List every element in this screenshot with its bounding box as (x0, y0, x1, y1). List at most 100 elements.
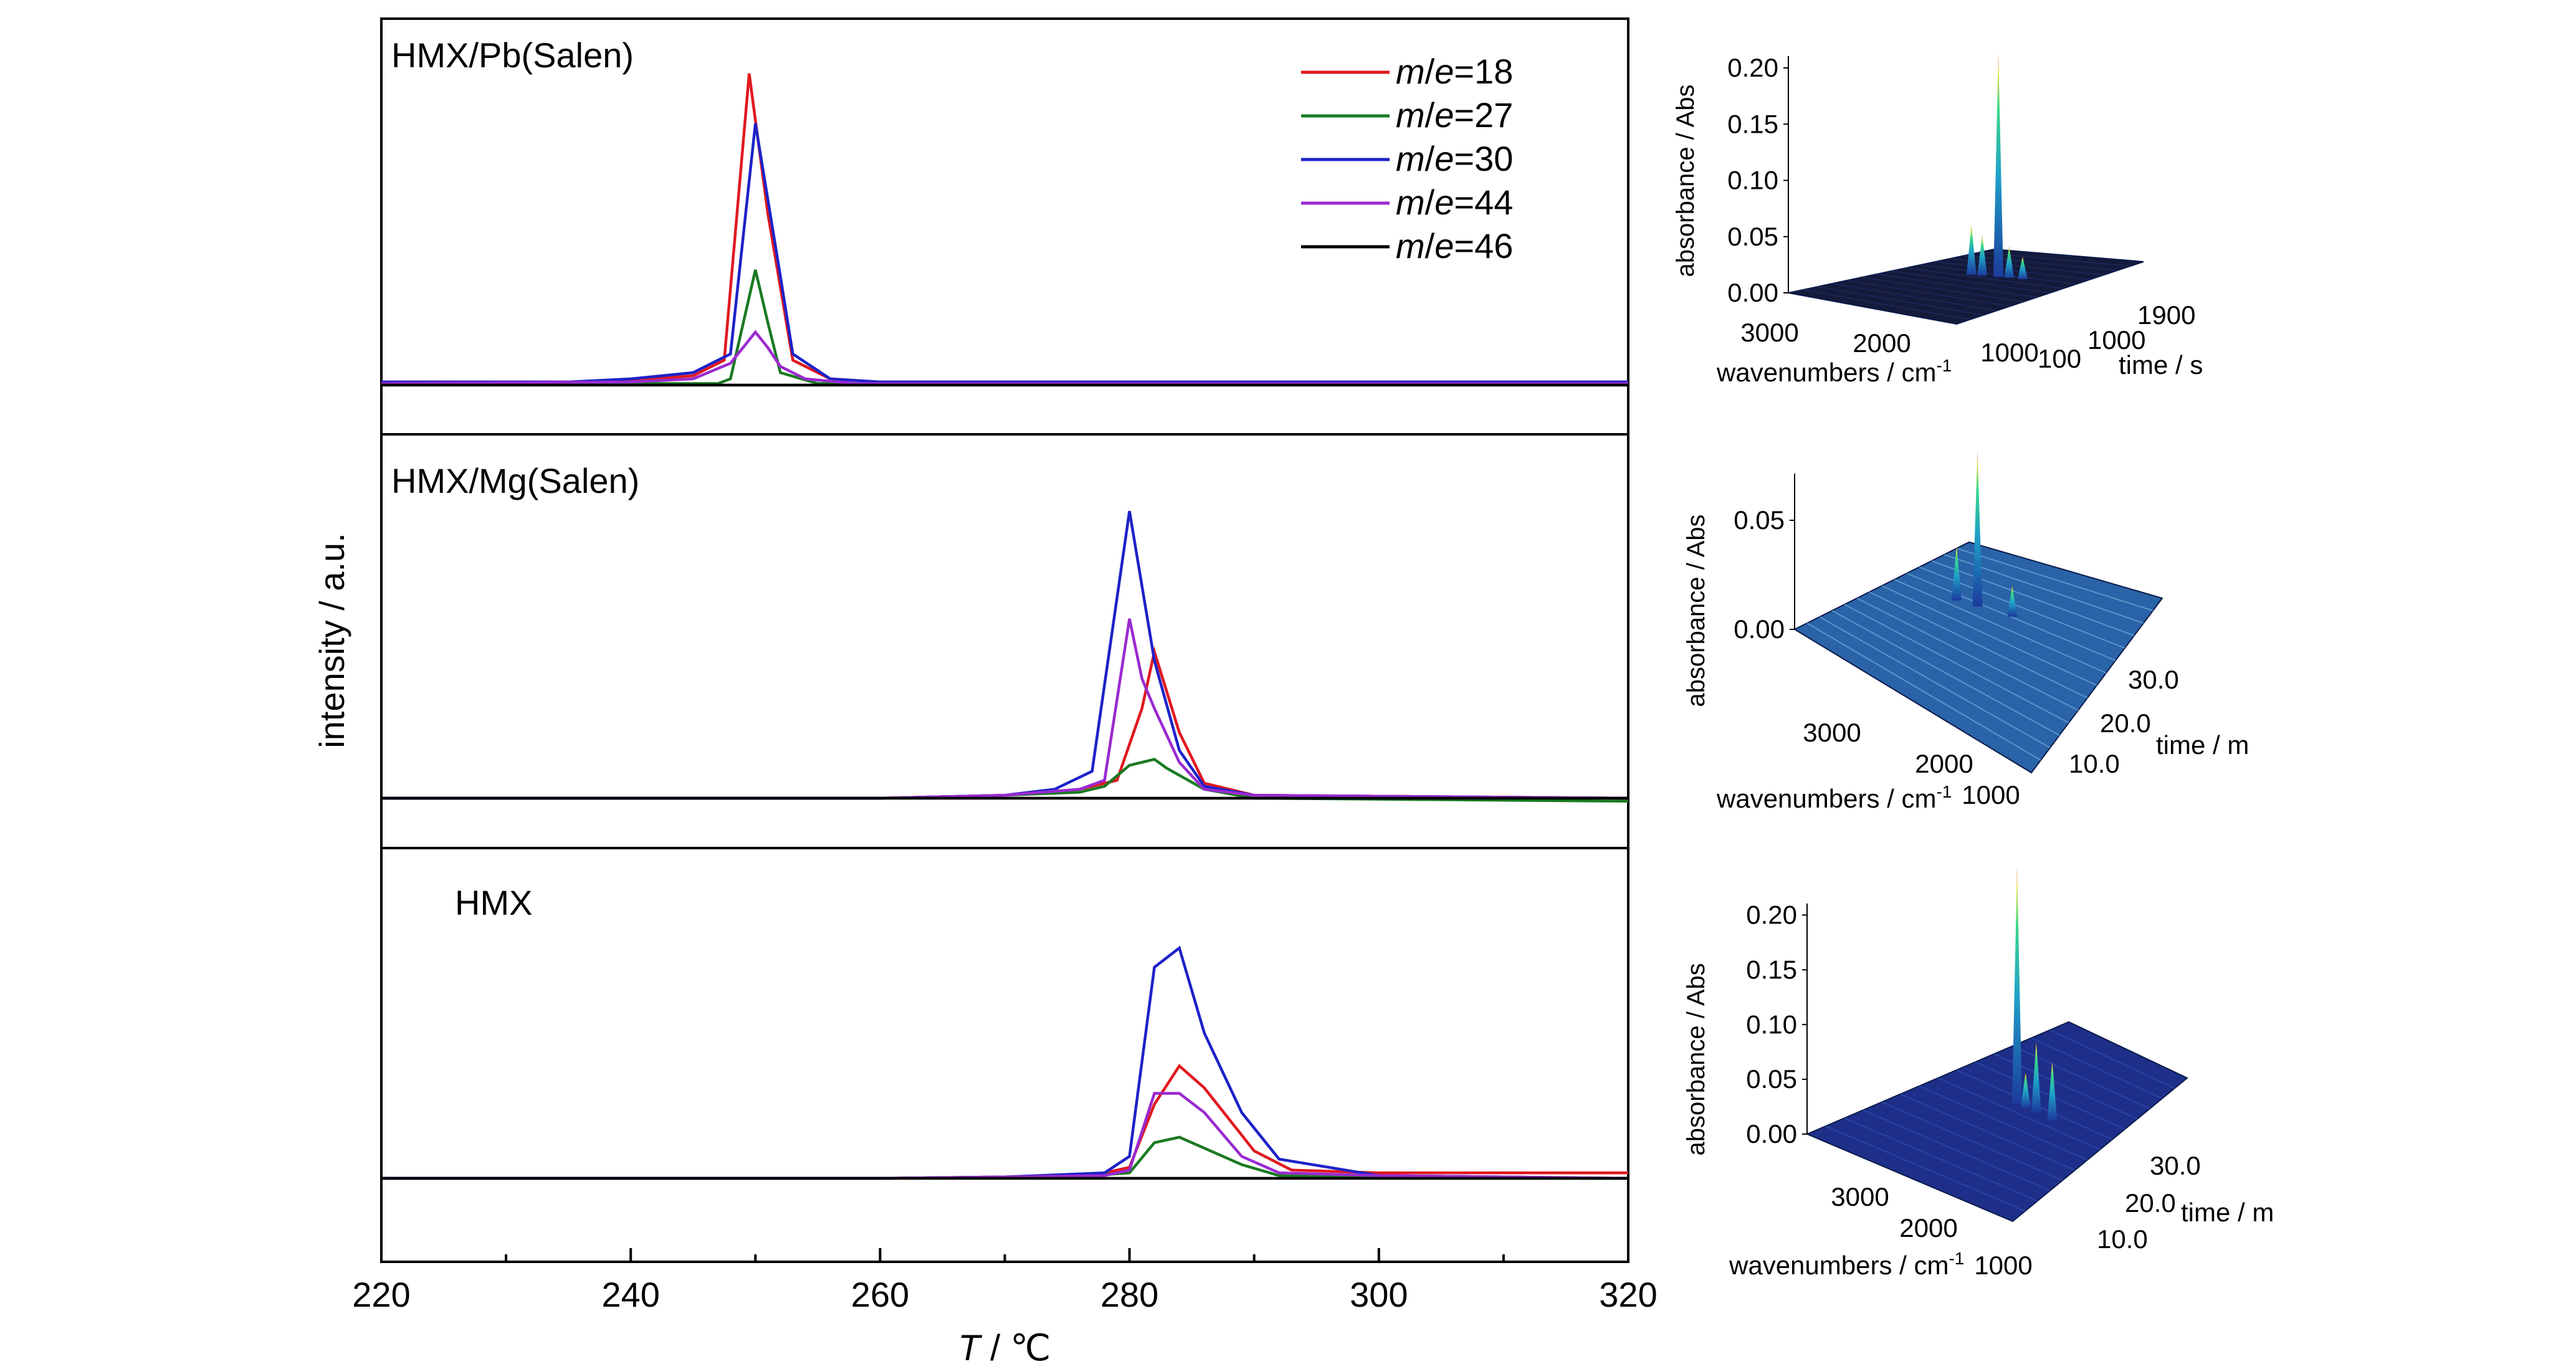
series-line (381, 945, 1629, 1180)
legend-label-value: =44 (1454, 183, 1513, 222)
ir-surface-pb-salen: 0.00 0.05 0.10 0.15 0.20 absorbance / Abs wave… (1672, 52, 2203, 387)
x-tick-label: 320 (1599, 1275, 1657, 1314)
x-tick-label: 2000 (1915, 749, 1973, 778)
surface-ridge (1803, 289, 1970, 320)
x-axis-label-symbol: T (958, 1328, 983, 1368)
x-tick-label: 1000 (1974, 1251, 2032, 1280)
surface-ridge (2031, 1037, 2163, 1099)
y-tick-label: 20.0 (2125, 1188, 2176, 1218)
surface-ridge (1861, 277, 2024, 303)
y-axis-label: time / m (2156, 730, 2249, 760)
panel-2: HMX/Mg(Salen) (381, 461, 1629, 803)
surface-peak (2007, 585, 2018, 617)
series-line (381, 1092, 1629, 1180)
legend-label: m/e=30 (1396, 139, 1513, 178)
surface-ridge (1819, 616, 2051, 748)
surface-ridge (1979, 252, 2130, 267)
z-axis-label: absorbance / Abs (1672, 84, 1699, 277)
panel-label: HMX/Pb(Salen) (391, 36, 634, 75)
x-axis-label: wavenumbers / cm-1 (1729, 1249, 1964, 1280)
surface-peak (1993, 52, 2004, 277)
surface-ridge (1956, 548, 2154, 611)
surface-peak (2012, 867, 2023, 1104)
x-tick-label: 300 (1350, 1275, 1408, 1314)
legend-label-e: e (1434, 139, 1454, 178)
series-line (381, 269, 1628, 385)
x-tick-label: 2000 (1899, 1213, 1957, 1243)
z-tick-label: 0.00 (1734, 614, 1785, 644)
surface-ridge (2049, 1029, 2175, 1089)
y-axis-label: time / m (2181, 1198, 2274, 1227)
surface-peak (1952, 546, 1962, 601)
surface-ridge (1832, 283, 1997, 312)
legend-label-m: m (1396, 95, 1425, 135)
surface-peak (1977, 235, 1988, 276)
surface-ridge (1817, 286, 1984, 316)
surface-peak (2004, 246, 2015, 278)
surface-ridge (1891, 270, 2051, 293)
series-line (381, 1064, 1628, 1180)
surface-ridge (1931, 560, 2135, 636)
legend-label-m: m (1396, 52, 1425, 91)
surface-ridge (1847, 280, 2010, 307)
series-line (381, 510, 1629, 800)
surface-peak (2031, 1041, 2041, 1113)
legend-label: m/e=27 (1396, 95, 1513, 135)
legend-label-slash: / (1425, 226, 1435, 265)
z-tick-label: 0.05 (1734, 505, 1785, 535)
x-tick-label: 1000 (1962, 780, 2020, 809)
y-tick-label: 1000 (2087, 325, 2145, 355)
series-line (381, 330, 1628, 385)
surface-peak (1972, 451, 1983, 607)
y-tick-label: 30.0 (2128, 665, 2179, 694)
y-tick-label: 10.0 (2097, 1224, 2148, 1254)
y-tick-label: 100 (2038, 344, 2081, 373)
legend-label-slash: / (1425, 183, 1435, 222)
x-axis-label: wavenumbers / cm-1 (1716, 356, 1952, 387)
surface-peak (2020, 1072, 2031, 1108)
legend-label-slash: / (1425, 95, 1435, 135)
surface-ridge (1869, 591, 2088, 699)
y-axis-label: time / s (2119, 350, 2203, 379)
x-axis-label-unit: / ℃ (980, 1328, 1051, 1368)
legend: m/e=18m/e=27m/e=30m/e=44m/e=46 (1301, 52, 1513, 265)
surface-ridge (1844, 604, 2069, 723)
x-tick-label: 280 (1100, 1275, 1158, 1314)
surface-peak (1966, 225, 1977, 275)
legend-label-value: =46 (1454, 226, 1513, 265)
x-axis-label-text: wavenumbers / cm (1729, 1251, 1949, 1280)
ir-surface-mg-salen: 0.00 0.05 absorbance / Abs wavenumbers / cm… (1682, 451, 2249, 813)
y-tick-label: 10.0 (2069, 749, 2120, 778)
surface-ridge (1831, 610, 2060, 736)
legend-label-m: m (1396, 183, 1425, 222)
x-tick-label: 2000 (1853, 328, 1911, 358)
panel-1: HMX/Pb(Salen) (381, 36, 1628, 387)
z-tick-label: 0.00 (1727, 278, 1778, 307)
legend-label-value: =30 (1454, 139, 1513, 178)
x-axis-label: T / ℃ (958, 1328, 1051, 1368)
panel-label: HMX (455, 883, 532, 922)
x-tick-label: 260 (851, 1275, 909, 1314)
x-tick-label: 3000 (1740, 318, 1798, 347)
surface-ridge (1863, 1109, 2051, 1191)
x-tick-label: 240 (601, 1275, 659, 1314)
surface-ridge (1900, 1093, 2076, 1171)
legend-label-slash: / (1425, 52, 1435, 91)
panel-3: HMX (381, 883, 1629, 1180)
surface-ridge (1881, 585, 2097, 686)
surface-ridge (1906, 267, 2064, 289)
surface-peak (2047, 1061, 2058, 1120)
z-tick-label: 0.20 (1746, 900, 1797, 930)
z-tick-label: 0.20 (1727, 53, 1778, 82)
legend-label-e: e (1434, 183, 1454, 222)
z-axis-label: absorbance / Abs (1682, 963, 1710, 1155)
surface-ridge (1894, 579, 2107, 674)
series-line (381, 123, 1628, 384)
x-axis-label-text: wavenumbers / cm (1716, 358, 1936, 387)
surface-floor (1805, 1021, 2188, 1223)
surface-ridge (1937, 1077, 2101, 1150)
x-axis-label-sup: -1 (1949, 1249, 1964, 1268)
series-line (381, 646, 1629, 800)
z-tick-label: 0.10 (1727, 166, 1778, 195)
